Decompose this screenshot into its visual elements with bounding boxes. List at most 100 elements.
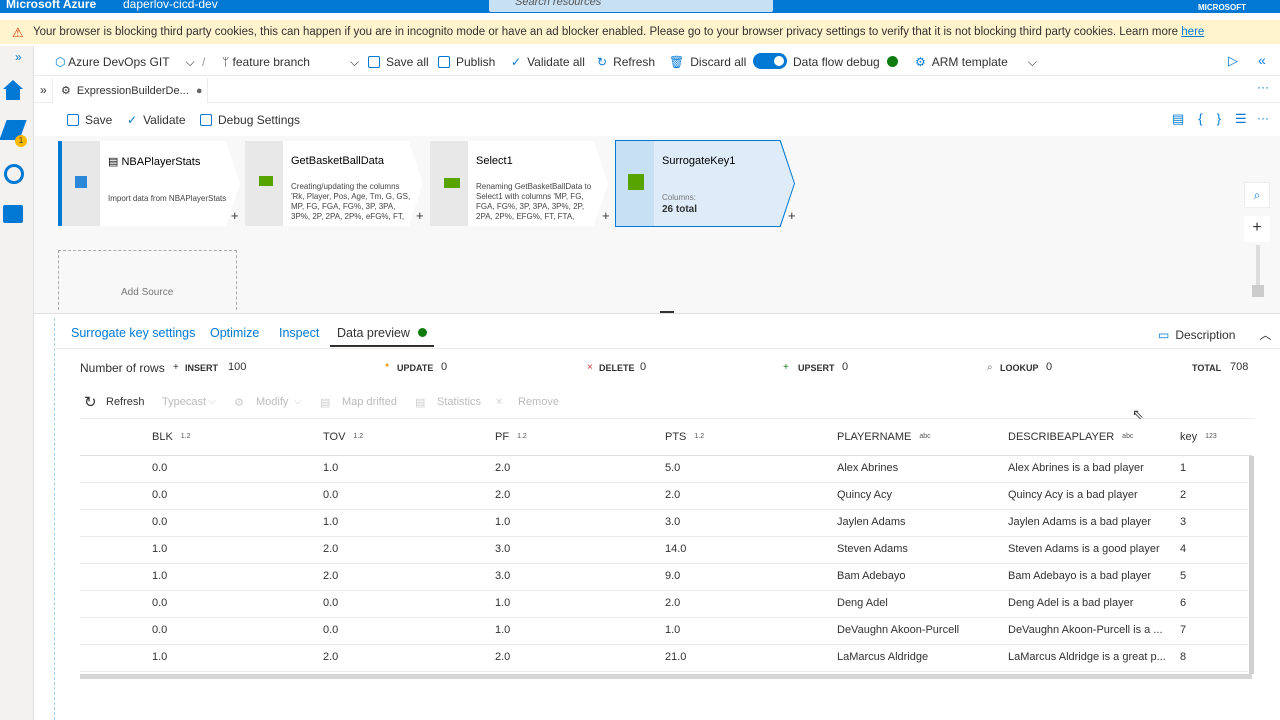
- nav-home[interactable]: [3, 80, 23, 100]
- table-cell: Bam Adebayo is a bad player: [1008, 570, 1152, 582]
- publish-label: Publish: [456, 55, 496, 69]
- warning-link[interactable]: here: [1181, 26, 1205, 38]
- run-button[interactable]: ▷: [1228, 53, 1238, 68]
- validate-all-button[interactable]: ✓ Validate all: [511, 55, 585, 69]
- description-label: Description: [1175, 328, 1236, 342]
- table-cell: 8: [1180, 651, 1187, 663]
- debug-status: Data flow debug: [793, 55, 899, 69]
- nav-expand[interactable]: »: [15, 50, 22, 64]
- column-type: 123: [1205, 433, 1217, 440]
- save-button[interactable]: Save: [67, 113, 112, 127]
- branch-select[interactable]: ᛘ feature branch ⌵: [222, 55, 360, 69]
- resize-handle[interactable]: [660, 311, 674, 313]
- active-dot: [418, 328, 427, 337]
- table-cell: 3.0: [495, 570, 511, 582]
- action-icon: ×: [496, 396, 503, 408]
- stat-value: 0: [441, 361, 448, 373]
- table-cell: Quincy Acy is a bad player: [1008, 489, 1138, 501]
- add-source-label[interactable]: Add Source: [121, 287, 174, 298]
- column-header[interactable]: DESCRIBEAPLAYER abc: [1008, 431, 1133, 443]
- add-button[interactable]: +: [602, 208, 610, 223]
- warning-text: Your browser is blocking third party coo…: [33, 26, 1204, 38]
- zoom-search[interactable]: ⌕: [1244, 182, 1270, 208]
- table-cell: 9.0: [665, 570, 681, 582]
- warning-icon: ⚠: [12, 25, 24, 40]
- column-header[interactable]: PLAYERNAME abc: [837, 431, 931, 443]
- table-cell: 4: [1180, 543, 1187, 555]
- tab-expand[interactable]: »: [40, 83, 47, 97]
- canvas-tools[interactable]: ▤{}☰: [1172, 111, 1261, 126]
- action-icon: ▤: [415, 397, 426, 409]
- tab[interactable]: [52, 78, 208, 103]
- add-source-box[interactable]: [58, 250, 237, 310]
- action-icon: ⚙: [234, 397, 244, 409]
- repo-select[interactable]: ⬡ Azure DevOps GIT ⌵: [55, 55, 195, 69]
- row-divider: [80, 671, 1248, 672]
- column-header[interactable]: key 123: [1180, 431, 1217, 443]
- add-button[interactable]: +: [231, 208, 239, 223]
- nav-monitor[interactable]: [4, 164, 24, 184]
- publish-button[interactable]: Publish: [438, 55, 495, 69]
- panel-tab[interactable]: Data preview: [337, 326, 410, 340]
- zoom-in[interactable]: +: [1244, 216, 1270, 242]
- action-button[interactable]: Refresh: [106, 396, 145, 408]
- table-cell: 5: [1180, 570, 1187, 582]
- collapse-button[interactable]: «: [1258, 52, 1266, 68]
- validate-button[interactable]: ✓ Validate: [127, 113, 186, 127]
- node-icon: [75, 176, 87, 188]
- column-header[interactable]: TOV 1.2: [323, 431, 363, 443]
- row-divider: [80, 617, 1248, 618]
- save-all-button[interactable]: Save all: [368, 55, 429, 69]
- description-button[interactable]: ▭ Description ︿: [1158, 328, 1272, 342]
- column-header[interactable]: BLK 1.2: [152, 431, 191, 443]
- table-cell: 1.0: [495, 516, 511, 528]
- add-button[interactable]: +: [788, 208, 796, 223]
- warning-bar: [0, 20, 1280, 44]
- canvas-more[interactable]: ···: [1257, 111, 1269, 125]
- tab-title: ExpressionBuilderDe...: [76, 85, 189, 97]
- refresh-button[interactable]: ↻ Refresh: [597, 55, 656, 69]
- zoom-thumb[interactable]: [1252, 285, 1264, 297]
- table-cell: 2.0: [323, 651, 339, 663]
- debug-toggle[interactable]: [753, 53, 787, 69]
- table-cell: 2.0: [323, 570, 339, 582]
- table-cell: 2.0: [665, 489, 681, 501]
- discard-all-button[interactable]: 🗑 Discard all: [669, 55, 747, 69]
- table-cell: 1: [1180, 462, 1187, 474]
- node-title: SurrogateKey1: [662, 155, 736, 167]
- column-header[interactable]: PTS 1.2: [665, 431, 704, 443]
- stat-value: 0: [842, 361, 849, 373]
- separator: /: [202, 55, 206, 69]
- h-scrollbar[interactable]: [80, 674, 1252, 679]
- panel-tab[interactable]: Surrogate key settings: [71, 326, 196, 340]
- node-icon: [259, 176, 273, 186]
- tab-underline: [330, 345, 434, 347]
- panel-tab[interactable]: Optimize: [210, 326, 260, 340]
- column-header[interactable]: PF 1.2: [495, 431, 527, 443]
- table-cell: 2.0: [495, 651, 511, 663]
- node-icon: [628, 174, 644, 190]
- stat-icon: ×: [587, 362, 593, 373]
- source-indicator: [58, 141, 62, 226]
- v-scrollbar[interactable]: [1249, 456, 1254, 674]
- stat-icon: ⌕: [987, 362, 993, 373]
- add-button[interactable]: +: [416, 208, 424, 223]
- node-description: Renaming GetBasketBallData to Select1 wi…: [476, 182, 592, 221]
- column-type: 1.2: [353, 433, 364, 440]
- node-count: 26 total: [662, 204, 698, 215]
- node[interactable]: SurrogateKey1 Columns: 26 total: [616, 141, 794, 226]
- brand[interactable]: Microsoft Azure: [6, 0, 97, 11]
- table-cell: Steven Adams is a good player: [1008, 543, 1160, 555]
- search-box[interactable]: Search resources: [489, 0, 773, 12]
- tab-more[interactable]: ···: [1257, 80, 1269, 94]
- debug-settings-button[interactable]: Debug Settings: [200, 113, 300, 127]
- resource-name[interactable]: daperlov-cicd-dev: [123, 0, 218, 11]
- table-cell: 2.0: [323, 543, 339, 555]
- panel-tab[interactable]: Inspect: [279, 326, 320, 340]
- node-icon: [444, 178, 460, 188]
- tab-label[interactable]: ⚙ ExpressionBuilderDe... ●: [61, 85, 203, 97]
- nav-manage[interactable]: [3, 205, 23, 223]
- arm-template-menu[interactable]: ⚙ ARM template ⌵: [915, 55, 1037, 69]
- node[interactable]: ▤ NBAPlayerStats Import data from NBAPlay…: [62, 141, 240, 226]
